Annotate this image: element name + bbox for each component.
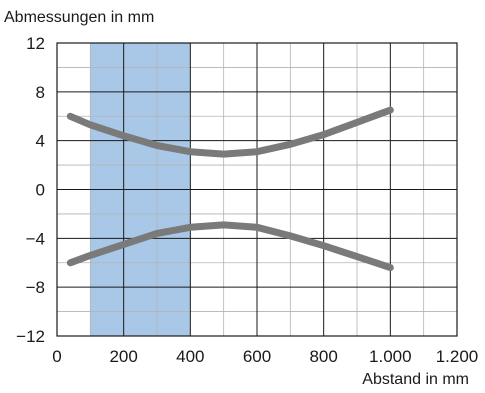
x-tick-label: 600 (243, 347, 271, 366)
y-tick-label: −8 (26, 278, 45, 297)
y-tick-label: −4 (26, 229, 45, 248)
x-axis-title: Abstand in mm (362, 371, 469, 388)
series-layer (66, 106, 394, 272)
plot-frame (56, 42, 458, 337)
x-tick-label: 1.000 (369, 347, 412, 366)
y-tick-labels: 12 8 4 0 −4 −8 −12 (16, 34, 45, 346)
y-tick-label: 12 (26, 34, 45, 53)
x-tick-labels: 0 200 400 600 800 1.000 1.200 (52, 347, 478, 366)
y-axis-title: Abmessungen in mm (4, 9, 154, 26)
series-line-1 (66, 106, 394, 158)
x-tick-label: 800 (309, 347, 337, 366)
x-tick-label: 1.200 (436, 347, 479, 366)
y-tick-label: 4 (36, 132, 45, 151)
y-tick-label: 0 (36, 181, 45, 200)
y-tick-label: −12 (16, 327, 45, 346)
series-line-2 (66, 221, 394, 272)
x-tick-label: 400 (176, 347, 204, 366)
major-grid (57, 43, 457, 336)
x-tick-label: 0 (52, 347, 61, 366)
x-tick-label: 200 (109, 347, 137, 366)
y-tick-label: 8 (36, 83, 45, 102)
